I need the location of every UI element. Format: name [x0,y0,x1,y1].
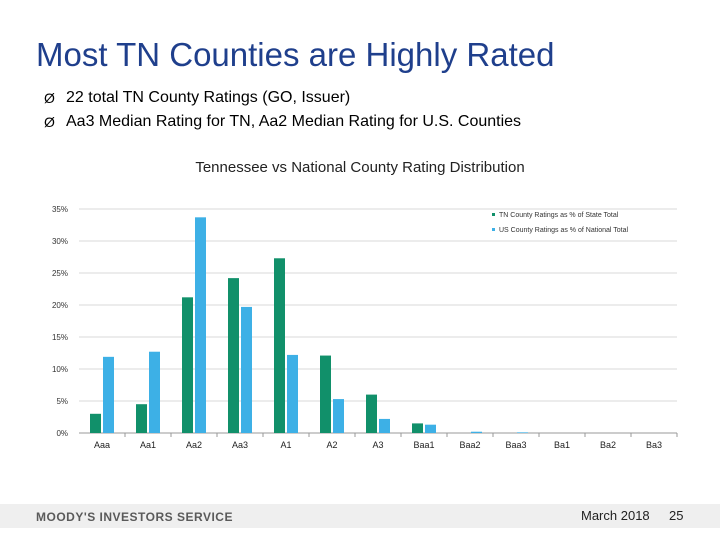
legend-label: US County Ratings as % of National Total [499,227,628,234]
x-tick-label: Aa1 [140,440,156,450]
x-tick-label: A3 [372,440,383,450]
bar-A3-0 [366,394,377,433]
page-number: 25 [669,508,684,523]
bar-Aaa-0 [90,413,101,433]
bullet-list: Ø 22 total TN County Ratings (GO, Issuer… [44,86,521,134]
x-tick-label: Aaa [94,440,110,450]
x-tick-label: Baa2 [459,440,480,450]
x-tick-label: Aa2 [186,440,202,450]
legend-swatch [492,228,495,231]
y-tick-label: 15% [52,333,68,342]
y-tick-label: 10% [52,365,68,374]
bar-A1-0 [274,258,285,433]
bar-Baa2-1 [471,431,482,433]
bullet-item: Ø 22 total TN County Ratings (GO, Issuer… [44,86,521,110]
bar-A2-1 [333,399,344,433]
arrow-bullet-icon: Ø [44,114,55,130]
y-tick-label: 35% [52,205,68,214]
y-tick-label: 5% [56,397,68,406]
y-tick-label: 25% [52,269,68,278]
x-tick-label: Baa1 [413,440,434,450]
bar-Aaa-1 [103,356,114,433]
slide-title: Most TN Counties are Highly Rated [36,36,555,73]
x-tick-label: Ba3 [646,440,662,450]
bar-Aa3-0 [228,278,239,433]
footer-bar: MOODY'S INVESTORS SERVICE March 2018 25 [0,504,720,528]
x-tick-label: Ba2 [600,440,616,450]
bar-Aa1-0 [136,404,147,433]
bar-A1-1 [287,354,298,433]
legend-label: TN County Ratings as % of State Total [499,212,619,219]
bar-Aa2-1 [195,217,206,433]
x-tick-label: Ba1 [554,440,570,450]
bar-A2-0 [320,355,331,433]
y-tick-label: 30% [52,237,68,246]
bar-Baa1-1 [425,424,436,433]
bar-Baa3-1 [517,432,528,433]
bar-A3-1 [379,418,390,433]
bar-Aa1-1 [149,351,160,433]
footer-date: March 2018 [581,508,650,523]
bar-Baa1-0 [412,423,423,433]
bar-Aa3-1 [241,306,252,433]
x-tick-label: A1 [280,440,291,450]
x-tick-label: Aa3 [232,440,248,450]
legend-swatch [492,213,495,216]
bullet-text: Aa3 Median Rating for TN, Aa2 Median Rat… [66,113,522,130]
x-tick-label: Baa3 [505,440,526,450]
footer-brand: MOODY'S INVESTORS SERVICE [36,510,233,524]
bar-chart: 0% 5% 10% 15% 20% 25% 30% 35% Aaa Aa1 Aa2 Aa3 A1 A2 A3… [52,205,678,450]
bar-Aa2-0 [182,297,193,433]
y-tick-label: 0% [56,429,68,438]
chart-title: Tennessee vs National County Rating Dist… [195,159,525,176]
y-tick-label: 20% [52,301,68,310]
bullet-item: Ø Aa3 Median Rating for TN, Aa2 Median R… [44,110,521,134]
arrow-bullet-icon: Ø [44,90,55,106]
x-tick-label: A2 [326,440,337,450]
bullet-text: 22 total TN County Ratings (GO, Issuer) [66,89,351,106]
